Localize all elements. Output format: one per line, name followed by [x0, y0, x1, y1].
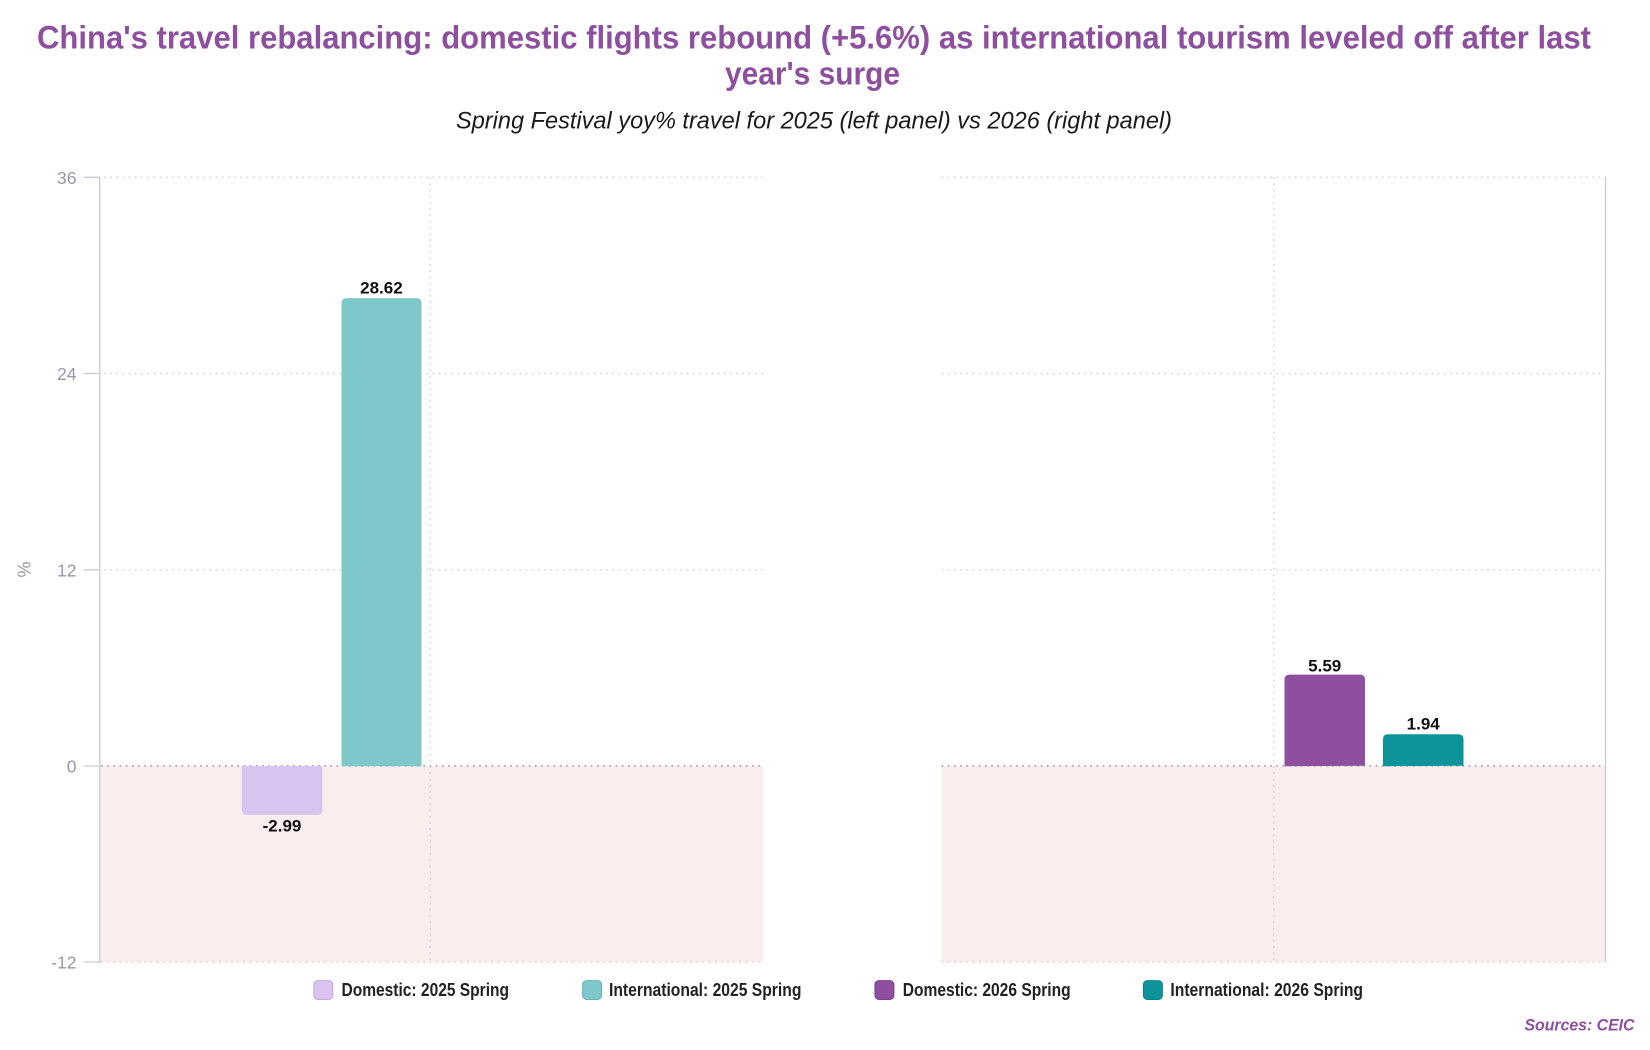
- svg-text:-12: -12: [51, 953, 76, 973]
- svg-text:36: 36: [57, 168, 76, 188]
- svg-text:28.62: 28.62: [360, 279, 403, 298]
- svg-text:year's surge: year's surge: [725, 56, 900, 92]
- svg-text:China's travel rebalancing: do: China's travel rebalancing: domestic fli…: [37, 19, 1591, 55]
- svg-text:5.59: 5.59: [1308, 657, 1341, 676]
- svg-text:12: 12: [57, 560, 76, 580]
- svg-text:International: 2025 Spring: International: 2025 Spring: [609, 980, 801, 1000]
- svg-text:1.94: 1.94: [1407, 714, 1441, 733]
- svg-text:-2.99: -2.99: [263, 817, 302, 836]
- svg-text:International: 2026 Spring: International: 2026 Spring: [1170, 980, 1363, 1000]
- svg-text:Spring Festival yoy% travel fo: Spring Festival yoy% travel for 2025 (le…: [456, 108, 1172, 135]
- svg-text:Domestic: 2026 Spring: Domestic: 2026 Spring: [903, 980, 1071, 1000]
- svg-text:%: %: [15, 561, 35, 577]
- svg-text:24: 24: [57, 364, 77, 384]
- svg-text:Sources: CEIC: Sources: CEIC: [1525, 1015, 1636, 1034]
- svg-text:Domestic: 2025 Spring: Domestic: 2025 Spring: [342, 980, 510, 1000]
- svg-text:0: 0: [67, 757, 77, 777]
